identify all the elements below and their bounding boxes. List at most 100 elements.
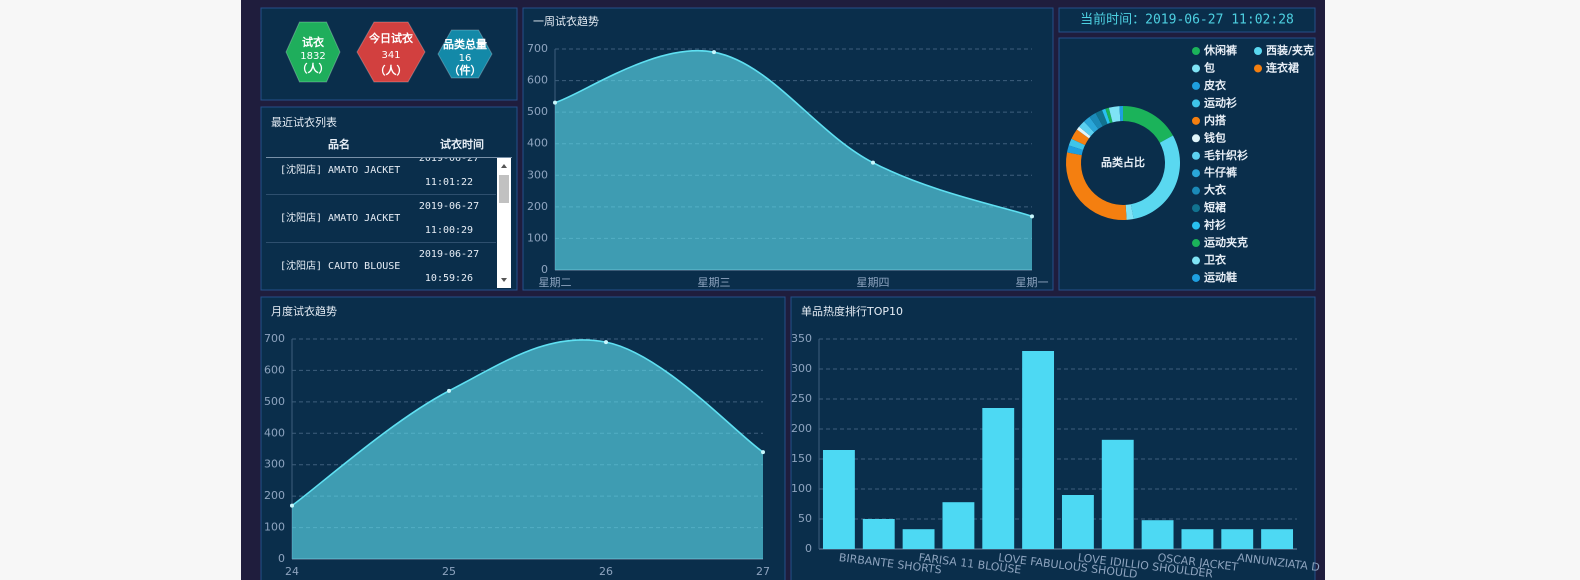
- x-tick-label: 星期三: [698, 276, 731, 289]
- table-panel: [260, 106, 518, 291]
- pie-slice: [1119, 106, 1123, 122]
- legend-label: 西装/夹克: [1266, 43, 1314, 57]
- pie-slice: [1076, 126, 1091, 139]
- bar: [1141, 520, 1174, 549]
- legend-label: 运动夹克: [1204, 235, 1248, 249]
- y-tick-label: 200: [791, 422, 812, 435]
- legend-swatch: [1192, 186, 1200, 195]
- legend-label: 牛仔裤: [1204, 165, 1237, 179]
- line: [554, 49, 1033, 218]
- pie-slice: [1108, 106, 1121, 123]
- legend-swatch: [1192, 221, 1200, 230]
- bar: [1061, 495, 1094, 549]
- legend-swatch: [1192, 239, 1200, 248]
- point: [761, 450, 765, 455]
- y-tick-label: 100: [527, 231, 548, 244]
- badge-value: 16: [459, 53, 472, 64]
- badge-label: 试衣: [302, 35, 325, 49]
- bar: [1261, 529, 1294, 549]
- point: [712, 50, 716, 55]
- legend-swatch: [1192, 151, 1200, 160]
- legend-label: 短裙: [1204, 200, 1226, 214]
- pie-slice: [1079, 121, 1095, 137]
- clock-panel: [1058, 7, 1316, 33]
- y-tick-label: 200: [527, 200, 548, 213]
- bar: [822, 450, 855, 549]
- bar: [1181, 529, 1214, 549]
- y-tick-label: 250: [791, 392, 812, 405]
- legend-label: 内搭: [1204, 113, 1227, 127]
- area: [555, 50, 1032, 271]
- row-name: [沈阳店] AMATO JACKET: [280, 211, 400, 224]
- y-tick-label: 100: [264, 521, 285, 534]
- pie-slice: [1095, 110, 1108, 127]
- badge-unit: （人）: [375, 63, 408, 77]
- pie-slice: [1089, 113, 1103, 130]
- legend-label: 包: [1203, 60, 1215, 74]
- legend-swatch: [1254, 64, 1262, 73]
- pie-slice: [1123, 106, 1173, 143]
- y-tick-label: 0: [541, 263, 548, 276]
- legend-swatch: [1192, 169, 1200, 178]
- y-tick-label: 50: [798, 512, 812, 525]
- bar: [862, 519, 895, 549]
- scroll-thumb[interactable]: [499, 175, 509, 203]
- legend-label: 毛针织衫: [1204, 148, 1248, 162]
- legend-label: 钱包: [1204, 130, 1226, 144]
- row-date: 2019-06-27: [419, 201, 479, 212]
- y-tick-label: 400: [527, 137, 548, 150]
- pie-center-label: 品类占比: [1101, 155, 1145, 169]
- row-time: 11:01:22: [425, 177, 473, 188]
- pie-slice: [1125, 204, 1134, 220]
- y-tick-label: 500: [264, 395, 285, 408]
- bar: [942, 502, 975, 549]
- legend-swatch: [1192, 99, 1200, 108]
- y-tick-label: 600: [264, 363, 285, 376]
- bar: [1101, 439, 1134, 549]
- x-tick-label: 26: [599, 565, 613, 578]
- legend-label: 皮衣: [1203, 78, 1227, 92]
- legend-swatch: [1192, 256, 1200, 265]
- x-tick-label: 星期二: [539, 276, 572, 289]
- pie-slice: [1130, 135, 1180, 219]
- badge: [437, 29, 493, 79]
- y-tick-label: 400: [264, 426, 285, 439]
- pie-slice: [1102, 108, 1111, 124]
- point: [1030, 214, 1034, 219]
- badge: [356, 21, 426, 83]
- row-date: 2019-06-27: [419, 153, 479, 164]
- point: [290, 503, 294, 508]
- row-time: 11:00:29: [425, 225, 473, 236]
- table-header: 品名: [328, 137, 350, 151]
- legend-swatch: [1192, 273, 1200, 282]
- legend-swatch: [1192, 81, 1200, 90]
- pie-slice: [1105, 107, 1113, 124]
- badge: [285, 21, 341, 83]
- table-title: 最近试衣列表: [271, 115, 337, 129]
- row-time: 10:59:26: [425, 273, 473, 284]
- pie-slice: [1083, 116, 1099, 133]
- y-tick-label: 100: [791, 482, 812, 495]
- y-tick-label: 700: [264, 332, 285, 345]
- legend-label: 衬衫: [1204, 218, 1226, 232]
- bar: [1221, 529, 1254, 549]
- badge-value: 341: [381, 50, 400, 61]
- legend-label: 运动鞋: [1204, 270, 1237, 284]
- y-tick-label: 300: [791, 362, 812, 375]
- legend-swatch: [1192, 64, 1200, 73]
- y-tick-label: 500: [527, 105, 548, 118]
- row-name: [沈阳店] AMATO JACKET: [280, 163, 400, 176]
- row-date: 2019-06-27: [419, 249, 479, 260]
- legend-swatch: [1192, 47, 1200, 55]
- badge-label: 今日试衣: [368, 31, 414, 45]
- chart-title: 单品热度排行TOP10: [801, 304, 903, 318]
- point: [553, 100, 557, 105]
- row-name: [沈阳店] CAUTO BLOUSE: [280, 259, 400, 272]
- pie-slice: [1068, 138, 1085, 151]
- y-tick-label: 350: [791, 332, 812, 345]
- pie-slice: [1066, 152, 1127, 220]
- bar: [982, 408, 1015, 549]
- bar: [902, 529, 935, 549]
- x-tick-label: 25: [442, 565, 456, 578]
